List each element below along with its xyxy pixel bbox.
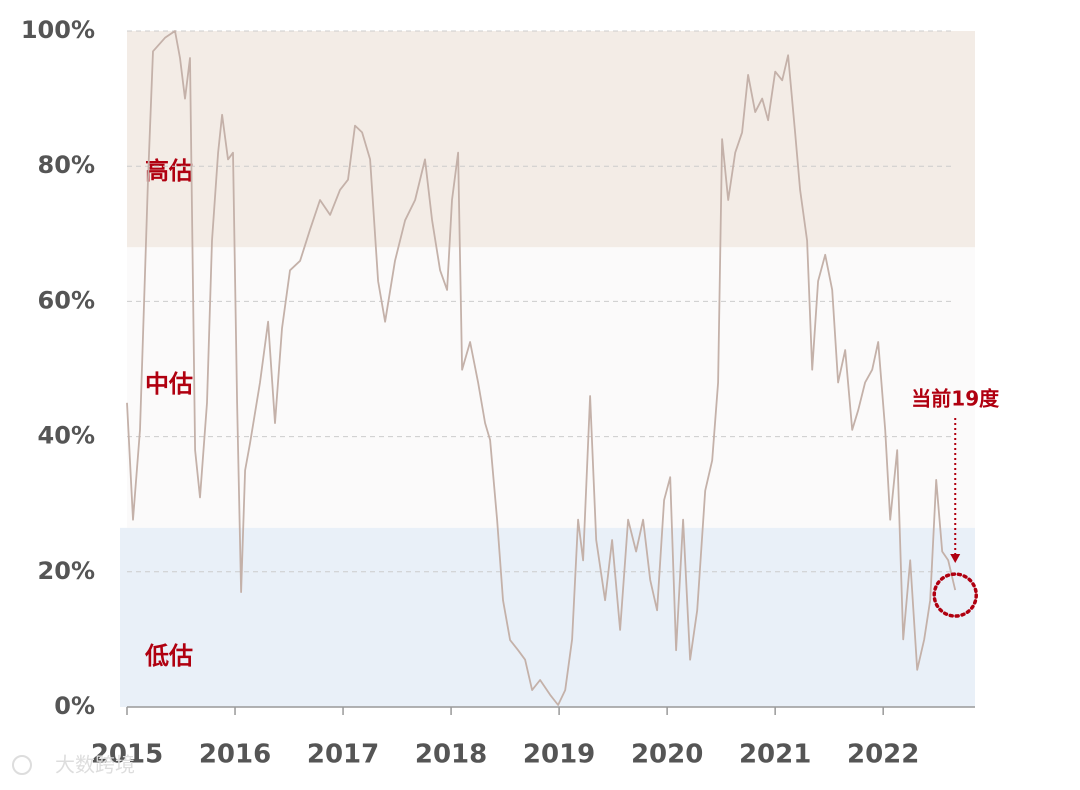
y-tick-label: 60% — [38, 286, 95, 314]
x-tick-label: 2022 — [847, 740, 919, 770]
x-tick-label: 2020 — [631, 740, 703, 770]
valuation-band — [120, 527, 975, 707]
band-label: 低估 — [144, 642, 193, 670]
x-tick-label: 2018 — [415, 740, 487, 770]
y-tick-label: 40% — [38, 422, 95, 450]
series-line — [126, 30, 957, 706]
x-tick-label: 2015 — [91, 740, 163, 770]
watermark: 大数跨境 — [55, 753, 135, 777]
y-tick-label: 100% — [21, 16, 95, 44]
band-label: 高估 — [145, 157, 193, 185]
x-tick-label: 2016 — [199, 740, 271, 770]
x-tick-label: 2019 — [523, 740, 595, 770]
x-tick-label: 2021 — [739, 740, 811, 770]
x-tick-label: 2017 — [307, 740, 379, 770]
y-tick-label: 80% — [38, 151, 95, 179]
watermark-icon — [12, 755, 32, 775]
annotation-text: 当前19度 — [911, 387, 1000, 411]
valuation-band — [127, 247, 975, 528]
annotation-circle — [932, 572, 978, 618]
y-tick-label: 20% — [38, 557, 95, 585]
arrow-head — [950, 554, 961, 564]
y-tick-label: 0% — [54, 692, 95, 720]
band-label: 中估 — [145, 370, 193, 398]
valuation-band — [127, 31, 975, 248]
